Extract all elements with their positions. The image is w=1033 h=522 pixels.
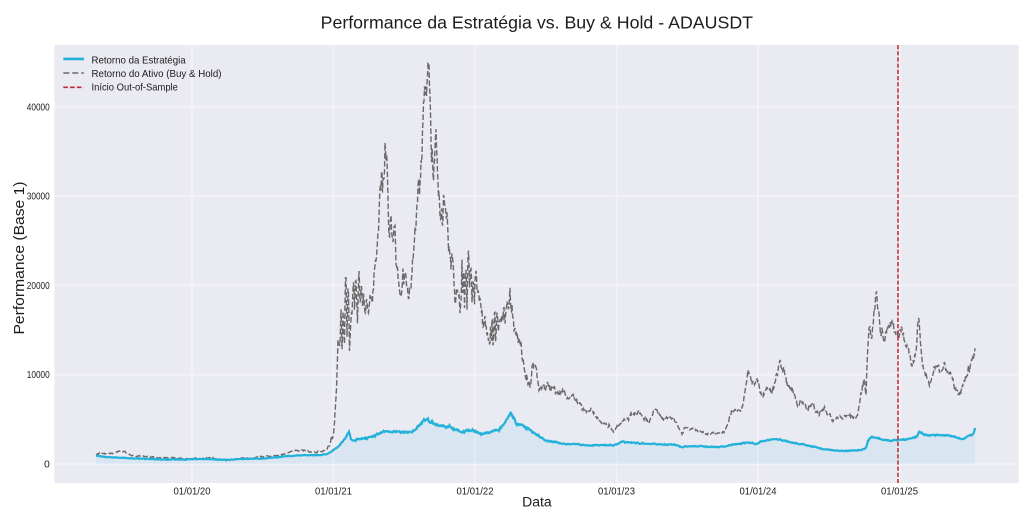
- svg-text:10000: 10000: [27, 370, 50, 381]
- svg-text:30000: 30000: [27, 192, 50, 203]
- svg-text:01/01/24: 01/01/24: [740, 486, 777, 497]
- svg-text:01/01/23: 01/01/23: [598, 486, 635, 497]
- svg-text:20000: 20000: [27, 281, 50, 292]
- svg-text:Retorno do Ativo (Buy & Hold): Retorno do Ativo (Buy & Hold): [92, 69, 222, 80]
- svg-text:Performance da Estratégia vs.: Performance da Estratégia vs. Buy & Hold…: [321, 12, 754, 32]
- svg-text:40000: 40000: [27, 102, 50, 113]
- svg-text:Retorno da Estratégia: Retorno da Estratégia: [92, 55, 186, 66]
- svg-text:01/01/25: 01/01/25: [881, 486, 918, 497]
- svg-text:Performance (Base 1): Performance (Base 1): [11, 182, 28, 335]
- svg-text:Início Out-of-Sample: Início Out-of-Sample: [92, 82, 179, 93]
- svg-text:01/01/21: 01/01/21: [315, 486, 352, 497]
- svg-text:01/01/20: 01/01/20: [174, 486, 211, 497]
- svg-text:01/01/22: 01/01/22: [457, 486, 494, 497]
- svg-text:0: 0: [44, 460, 50, 471]
- svg-text:Data: Data: [522, 495, 552, 511]
